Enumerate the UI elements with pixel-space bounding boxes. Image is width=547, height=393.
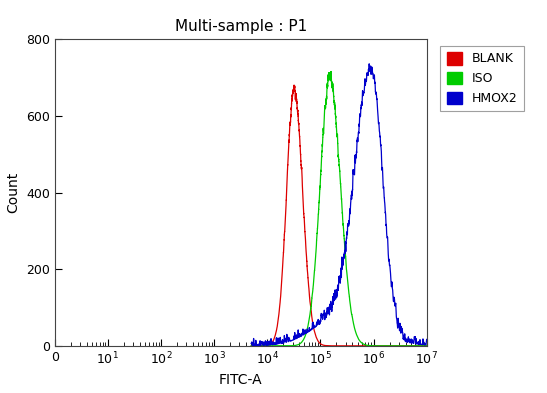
Title: Multi-sample : P1: Multi-sample : P1 (174, 19, 307, 34)
Line: HMOX2: HMOX2 (251, 64, 427, 346)
ISO (257, 343, 263, 348)
ISO (387, 343, 394, 348)
HMOX2 (248, 341, 254, 346)
BLANK (359, 343, 366, 348)
HMOX2 (359, 91, 366, 96)
BLANK (257, 343, 263, 348)
BLANK (387, 343, 394, 348)
X-axis label: FITC-A: FITC-A (219, 373, 263, 387)
BLANK (290, 83, 297, 88)
HMOX2 (352, 153, 358, 158)
ISO (359, 341, 366, 346)
HMOX2 (378, 149, 385, 154)
BLANK (248, 343, 254, 348)
BLANK (378, 343, 385, 348)
BLANK (352, 343, 358, 348)
Line: ISO: ISO (251, 72, 427, 346)
ISO (328, 69, 334, 74)
HMOX2 (423, 337, 430, 342)
HMOX2 (311, 325, 318, 329)
ISO (378, 343, 385, 348)
ISO (311, 266, 318, 271)
BLANK (311, 330, 318, 335)
ISO (423, 343, 430, 348)
HMOX2 (387, 276, 394, 281)
ISO (248, 343, 254, 348)
ISO (352, 328, 358, 332)
HMOX2 (249, 343, 255, 348)
Line: BLANK: BLANK (251, 85, 427, 346)
Legend: BLANK, ISO, HMOX2: BLANK, ISO, HMOX2 (440, 46, 523, 112)
HMOX2 (366, 61, 373, 66)
HMOX2 (257, 338, 263, 343)
BLANK (423, 343, 430, 348)
Y-axis label: Count: Count (6, 172, 20, 213)
